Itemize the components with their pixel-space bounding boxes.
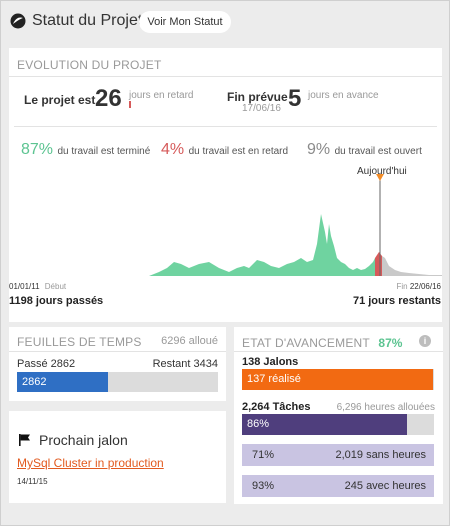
divider bbox=[14, 126, 437, 127]
with-hours-text: 245 avec heures bbox=[344, 480, 426, 492]
stat-late: 4% du travail est en retard bbox=[161, 141, 288, 159]
evolution-title: EVOLUTION DU PROJET bbox=[17, 58, 162, 72]
no-hours-pct: 71% bbox=[252, 449, 275, 461]
late-indicator bbox=[129, 101, 131, 108]
forecast-date: 17/06/16 bbox=[242, 103, 281, 114]
open-area bbox=[382, 256, 442, 276]
flag-icon bbox=[19, 434, 30, 446]
forecast-days-value: 5 bbox=[288, 85, 302, 112]
late-label: Le projet est bbox=[24, 93, 96, 107]
milestones-bar-fill: 137 réalisé bbox=[242, 369, 433, 390]
start-label: Début bbox=[44, 282, 67, 291]
stat-open-pct: 9% bbox=[307, 141, 331, 158]
progress-card: ETAT D'AVANCEMENT 87% i 138 Jalons 137 r… bbox=[234, 327, 443, 504]
panel-title: Statut du Projet bbox=[32, 12, 143, 29]
timesheets-allocated: 6296 alloué bbox=[161, 335, 218, 347]
tasks-hours: 6,296 heures allouées bbox=[336, 402, 435, 413]
panel-header: Statut du Projet Voir Mon Statut bbox=[1, 1, 449, 41]
timesheets-bar-fill: 2862 bbox=[17, 372, 109, 392]
divider bbox=[234, 351, 443, 352]
stat-done-label: du travail est terminé bbox=[57, 146, 151, 157]
progress-area-chart bbox=[9, 174, 442, 276]
evolution-card: EVOLUTION DU PROJET Le projet est 26 jou… bbox=[9, 48, 442, 322]
progress-header: ETAT D'AVANCEMENT 87% bbox=[242, 334, 402, 352]
days-passed: 1198 jours passés bbox=[9, 295, 104, 307]
stat-open-label: du travail est ouvert bbox=[334, 146, 422, 157]
milestones-bar: 137 réalisé bbox=[242, 369, 434, 390]
no-hours-row: 71% 2,019 sans heures bbox=[242, 444, 434, 466]
no-hours-text: 2,019 sans heures bbox=[335, 449, 426, 461]
late-days-value: 26 bbox=[95, 85, 122, 112]
timesheets-title: FEUILLES DE TEMPS bbox=[17, 335, 142, 349]
days-left: 71 jours restants bbox=[352, 295, 441, 307]
timesheets-bar: 2862 bbox=[17, 372, 218, 392]
today-label: Aujourd'hui bbox=[357, 166, 407, 177]
end-label: Fin bbox=[396, 282, 408, 291]
info-icon[interactable]: i bbox=[419, 335, 431, 347]
forecast-days-unit: jours en avance bbox=[308, 90, 379, 101]
end-date-row: Fin 22/06/16 bbox=[397, 282, 442, 291]
divider bbox=[9, 76, 442, 77]
timesheets-card: FEUILLES DE TEMPS 6296 alloué Passé 2862… bbox=[9, 327, 226, 401]
tasks-bar: 86% bbox=[242, 414, 434, 435]
with-hours-pct: 93% bbox=[252, 480, 275, 492]
done-area bbox=[9, 214, 375, 276]
next-milestone-card: Prochain jalon MySql Cluster in producti… bbox=[9, 411, 226, 503]
with-hours-row: 93% 245 avec heures bbox=[242, 475, 434, 497]
today-marker-icon bbox=[376, 174, 384, 181]
progress-pct: 87% bbox=[378, 336, 403, 350]
forecast-label: Fin prévue bbox=[227, 90, 288, 104]
tasks-bar-fill: 86% bbox=[242, 414, 408, 435]
stat-late-pct: 4% bbox=[161, 141, 185, 158]
late-days-unit: jours en retard bbox=[129, 90, 194, 101]
progress-title: ETAT D'AVANCEMENT bbox=[242, 336, 370, 350]
tasks-label: 2,264 Tâches bbox=[242, 401, 311, 413]
divider bbox=[9, 351, 226, 352]
start-date: 01/01/11 bbox=[9, 282, 40, 291]
stat-done-pct: 87% bbox=[21, 141, 54, 158]
end-date: 22/06/16 bbox=[409, 282, 441, 291]
remaining-label: Restant 3434 bbox=[152, 358, 218, 370]
late-area bbox=[375, 252, 382, 276]
milestone-title: Prochain jalon bbox=[39, 432, 128, 448]
passed-label: Passé 2862 bbox=[17, 358, 76, 370]
view-my-status-button[interactable]: Voir Mon Statut bbox=[139, 11, 231, 33]
milestone-date: 14/11/15 bbox=[17, 477, 48, 486]
stat-open: 9% du travail est ouvert bbox=[307, 141, 422, 159]
stat-done: 87% du travail est terminé bbox=[21, 141, 150, 159]
project-logo-icon bbox=[10, 13, 26, 29]
stat-late-label: du travail est en retard bbox=[188, 146, 289, 157]
milestones-label: 138 Jalons bbox=[242, 356, 299, 368]
milestone-link[interactable]: MySql Cluster in production bbox=[17, 456, 164, 470]
start-date-row: 01/01/11 Début bbox=[9, 282, 66, 291]
